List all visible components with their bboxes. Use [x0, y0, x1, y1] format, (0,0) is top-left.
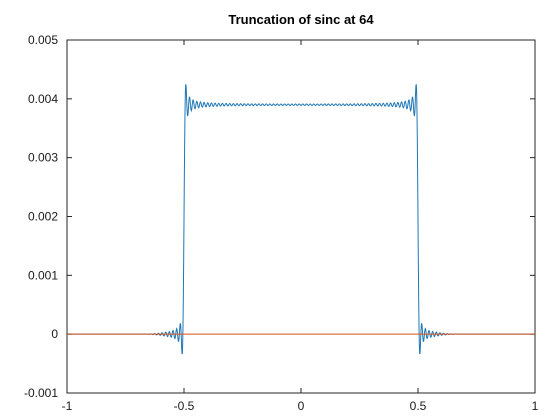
y-tick-label: 0.004: [28, 92, 58, 106]
series-layer: [67, 84, 535, 355]
x-tick-label: -0.5: [174, 399, 195, 413]
x-tick-label: 0: [298, 399, 305, 413]
y-tick-label: 0: [51, 327, 58, 341]
y-tick-label: -0.001: [24, 386, 58, 400]
y-tick-label: 0.003: [28, 151, 58, 165]
plot-area: [66, 39, 536, 394]
y-tick-label: 0.005: [28, 33, 58, 47]
y-tick-label: 0.002: [28, 210, 58, 224]
tick-labels: -1 -0.5 0 0.5 1 -0.001 0 0.001 0.002 0.003 0.004 0.…: [24, 33, 539, 413]
y-tick-label: 0.001: [28, 268, 58, 282]
chart-title: Truncation of sinc at 64: [228, 12, 374, 27]
x-tick-label: -1: [62, 399, 73, 413]
x-tick-label: 1: [532, 399, 539, 413]
x-tick-label: 0.5: [410, 399, 427, 413]
